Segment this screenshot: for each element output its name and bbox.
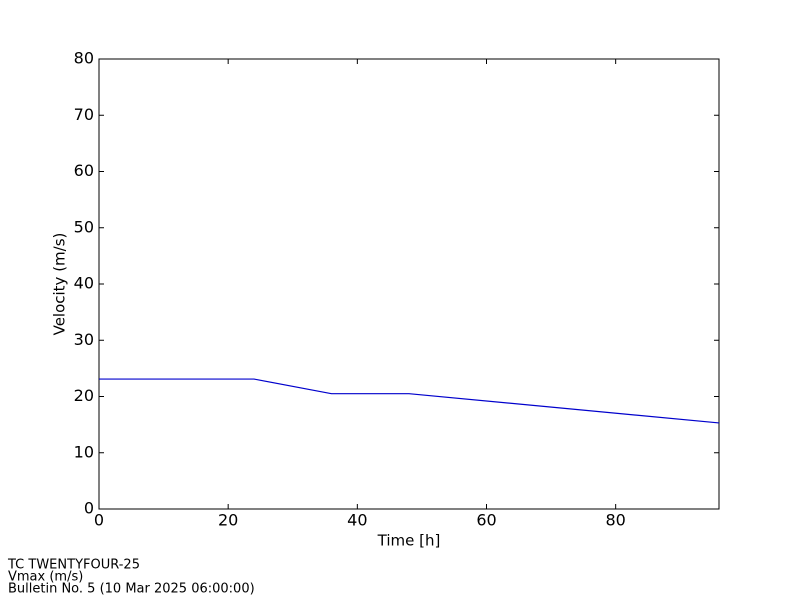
footer-note: Bulletin No. 5 (10 Mar 2025 06:00:00)	[8, 582, 255, 597]
footer-note: Vmax (m/s)	[8, 570, 83, 585]
y-tick-label: 20	[74, 386, 94, 405]
y-tick-label: 80	[74, 49, 94, 68]
x-tick-label: 60	[476, 511, 496, 530]
y-axis-label: Velocity (m/s)	[51, 233, 69, 336]
y-tick-label: 50	[74, 217, 94, 236]
y-tick-label: 40	[74, 274, 94, 293]
y-tick-label: 30	[74, 330, 94, 349]
x-tick-label: 0	[94, 511, 104, 530]
y-tick-label: 0	[84, 499, 94, 518]
x-tick-label: 80	[605, 511, 625, 530]
x-tick-label: 20	[218, 511, 238, 530]
y-tick-label: 10	[74, 442, 94, 461]
footer-note: TC TWENTYFOUR-25	[7, 558, 140, 573]
x-tick-label: 40	[347, 511, 367, 530]
y-tick-label: 70	[74, 105, 94, 124]
data-line	[99, 378, 720, 424]
x-axis-label: Time [h]	[377, 532, 441, 550]
y-tick-label: 60	[74, 161, 94, 180]
